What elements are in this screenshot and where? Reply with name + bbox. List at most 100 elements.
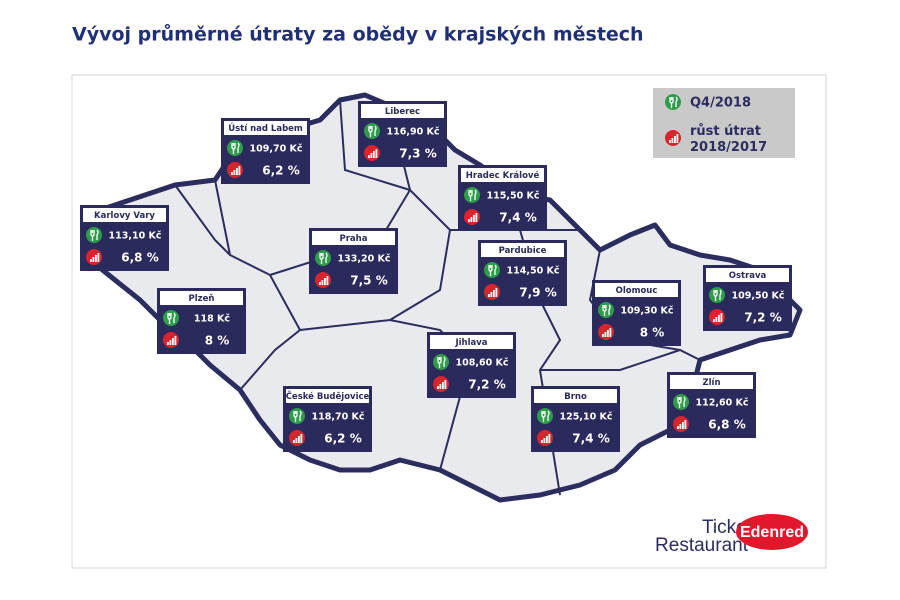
city-box: Hradec Králové 115,50 Kč 7,4 % — [458, 165, 547, 231]
city-name: Pardubice — [499, 246, 547, 256]
growth-icon-bar — [718, 315, 720, 322]
city-box: Ostrava 109,50 Kč 7,2 % — [703, 265, 792, 331]
spend-icon-glyph — [231, 142, 240, 154]
growth-icon-bar — [295, 438, 298, 443]
growth-icon-bar — [682, 422, 684, 429]
spend-icon-glyph — [437, 356, 446, 368]
spend-icon-glyph — [669, 96, 678, 108]
city-name: Ústí nad Labem — [228, 122, 303, 134]
spend-icon-glyph — [90, 229, 99, 241]
growth-icon-bar — [493, 290, 495, 297]
city-name-strip — [83, 208, 166, 222]
city-name-strip — [670, 375, 753, 389]
city-growth: 6,2 % — [324, 432, 361, 446]
city-growth: 7,4 % — [499, 211, 536, 225]
city-growth: 7,9 % — [519, 286, 556, 300]
growth-icon-bar — [488, 294, 490, 297]
legend-spend: Q4/2018 — [690, 96, 751, 111]
growth-icon-bar — [602, 334, 604, 337]
growth-icon-bar — [490, 292, 493, 297]
growth-icon-bar — [370, 153, 373, 158]
growth-icon-bar — [167, 342, 169, 345]
growth-icon-bar — [319, 282, 321, 285]
title: Vývoj průměrné útraty za obědy v krajský… — [72, 23, 644, 46]
city-name-strip — [160, 291, 243, 305]
city-name-strip — [312, 231, 395, 245]
city-name: Ostrava — [729, 271, 767, 281]
growth-icon-bar — [679, 424, 682, 429]
spend-icon-glyph — [488, 264, 497, 276]
growth-icon-bar — [470, 217, 473, 222]
growth-icon-bar — [720, 313, 723, 322]
growth-icon-bar — [671, 138, 674, 143]
growth-icon-bar — [674, 136, 676, 143]
city-name-strip — [286, 389, 369, 403]
city-name-strip — [481, 243, 564, 257]
spend-icon-glyph — [468, 189, 477, 201]
growth-icon-bar — [373, 151, 375, 158]
growth-icon-bar — [604, 332, 607, 337]
growth-icon-bar — [95, 255, 97, 262]
growth-icon-bar — [236, 168, 238, 175]
city-name: Olomouc — [616, 286, 658, 296]
growth-icon-bar — [298, 436, 300, 443]
city-name: Hradec Králové — [466, 170, 540, 181]
city-growth: 6,8 % — [708, 418, 745, 432]
growth-icon-bar — [174, 336, 177, 345]
logo-brand: Edenred — [740, 524, 804, 541]
city-name-strip — [461, 168, 544, 182]
growth-icon-bar — [92, 257, 95, 262]
spend-icon-glyph — [713, 289, 722, 301]
city-spend: 108,60 Kč — [456, 358, 509, 369]
city-growth: 7,2 % — [744, 311, 781, 325]
growth-icon-bar — [326, 276, 329, 285]
growth-icon-bar — [97, 253, 100, 262]
growth-icon-bar — [475, 213, 478, 222]
city-spend: 115,50 Kč — [487, 191, 540, 202]
city-name-strip — [534, 389, 617, 403]
spend-icon-glyph — [167, 312, 176, 324]
city-growth: 7,5 % — [350, 274, 387, 288]
city-spend: 109,30 Kč — [621, 306, 674, 317]
growth-icon-bar — [442, 382, 444, 389]
growth-icon-bar — [541, 440, 543, 443]
spend-icon-glyph — [602, 304, 611, 316]
growth-icon-bar — [375, 149, 378, 158]
city-name: Zlín — [702, 378, 720, 388]
city-name-strip — [595, 283, 678, 297]
city-spend: 116,90 Kč — [387, 127, 440, 138]
city-growth: 6,2 % — [262, 164, 299, 178]
city-name: Praha — [340, 234, 368, 244]
spend-icon-glyph — [319, 252, 328, 264]
city-box: České Budějovice 118,70 Kč 6,2 % — [283, 386, 372, 452]
logo-line2: Restaurant — [655, 535, 749, 556]
growth-icon-bar — [543, 438, 546, 443]
city-name: Plzeň — [189, 294, 215, 304]
city-growth: 8 % — [205, 334, 230, 348]
city-box: Jihlava 108,60 Kč 7,2 % — [427, 332, 516, 398]
growth-icon-bar — [684, 420, 687, 429]
city-boxes: Ústí nad Labem 109,70 Kč 6,2 % Liberec 116,9… — [80, 101, 792, 452]
city-box: Praha 133,20 Kč 7,5 % — [309, 228, 398, 294]
spend-icon-glyph — [368, 125, 377, 137]
city-box: Zlín 112,60 Kč 6,8 % — [667, 372, 756, 438]
city-box: Pardubice 114,50 Kč 7,9 % — [478, 240, 567, 306]
growth-icon-bar — [676, 134, 679, 143]
growth-icon-bar — [169, 340, 172, 345]
growth-icon-bar — [609, 328, 612, 337]
city-spend: 118,70 Kč — [312, 412, 365, 423]
growth-icon-bar — [293, 440, 295, 443]
growth-icon-bar — [495, 288, 498, 297]
city-box: Liberec 116,90 Kč 7,3 % — [358, 101, 447, 167]
city-spend: 125,10 Kč — [560, 412, 613, 423]
growth-icon-bar — [321, 280, 324, 285]
growth-icon-bar — [324, 278, 326, 285]
growth-icon-bar — [231, 172, 233, 175]
city-growth: 7,4 % — [572, 432, 609, 446]
legend-growth: růst útrat 2018/2017 — [690, 124, 767, 155]
city-growth: 6,8 % — [121, 251, 158, 265]
legend-growth-line: růst útrat — [690, 124, 761, 139]
growth-icon-bar — [90, 259, 92, 262]
